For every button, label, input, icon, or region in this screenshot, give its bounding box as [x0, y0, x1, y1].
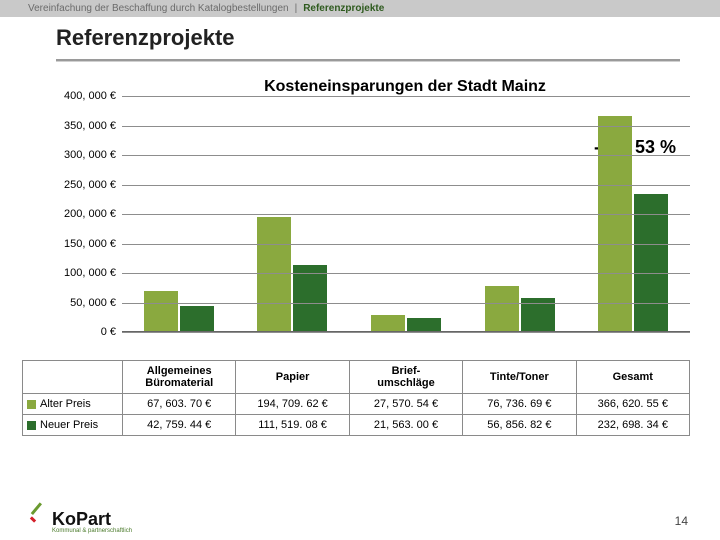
table-row-header: Neuer Preis — [23, 415, 123, 436]
table-cell: 111, 519. 08 € — [236, 415, 349, 436]
ytick-label: 350, 000 € — [22, 120, 122, 132]
chart: 0 € 50, 000 € 100, 000 € 150, 000 € 200, 000… — [22, 96, 690, 356]
table-cell: 76, 736. 69 € — [463, 394, 576, 415]
logo-text: KoPart — [52, 509, 111, 530]
slide: Vereinfachung der Beschaffung durch Kata… — [0, 0, 720, 540]
ytick-label: 150, 000 € — [22, 238, 122, 250]
logo-check-icon — [28, 510, 48, 530]
logo-subtitle: Kommunal & partnerschaftlich — [52, 528, 132, 534]
legend-swatch — [27, 421, 36, 430]
gridline — [122, 126, 690, 127]
bar — [407, 318, 441, 331]
table-col-header: Papier — [236, 361, 349, 394]
table-cell: 366, 620. 55 € — [576, 394, 689, 415]
bar — [293, 265, 327, 331]
gridline — [122, 303, 690, 304]
series-name: Alter Preis — [40, 398, 91, 410]
gridline — [122, 96, 690, 97]
table-col-header: Gesamt — [576, 361, 689, 394]
ytick-label: 50, 000 € — [22, 297, 122, 309]
table-corner — [23, 361, 123, 394]
breadcrumb: Vereinfachung der Beschaffung durch Kata… — [0, 0, 720, 17]
table-row: Alter Preis 67, 603. 70 €194, 709. 62 €27… — [23, 394, 690, 415]
ytick-label: 250, 000 € — [22, 179, 122, 191]
table-cell: 67, 603. 70 € — [123, 394, 236, 415]
ytick-label: 0 € — [22, 326, 122, 338]
page-number: 14 — [675, 514, 688, 528]
gridline — [122, 155, 690, 156]
table-row-header: Alter Preis — [23, 394, 123, 415]
gridline — [122, 244, 690, 245]
bar — [180, 306, 214, 331]
table-col-header: Brief- umschläge — [349, 361, 462, 394]
ytick-label: 300, 000 € — [22, 149, 122, 161]
gridline — [122, 273, 690, 274]
bar — [144, 291, 178, 331]
ytick-label: 400, 000 € — [22, 90, 122, 102]
title-subrule — [56, 61, 680, 62]
table-cell: 194, 709. 62 € — [236, 394, 349, 415]
ytick-label: 100, 000 € — [22, 267, 122, 279]
logo: KoPart — [28, 509, 111, 530]
ytick-label: 200, 000 € — [22, 208, 122, 220]
table-header-row: Allgemeines BüromaterialPapierBrief- ums… — [23, 361, 690, 394]
table-cell: 42, 759. 44 € — [123, 415, 236, 436]
table-row: Neuer Preis 42, 759. 44 €111, 519. 08 €21… — [23, 415, 690, 436]
series-name: Neuer Preis — [40, 419, 98, 431]
breadcrumb-sep: | — [295, 3, 298, 14]
breadcrumb-current: Referenzprojekte — [303, 3, 384, 14]
chart-title: Kosteneinsparungen der Stadt Mainz — [120, 78, 690, 96]
gridline — [122, 185, 690, 186]
breadcrumb-path: Vereinfachung der Beschaffung durch Kata… — [28, 3, 289, 14]
bar — [485, 286, 519, 331]
table-col-header: Allgemeines Büromaterial — [123, 361, 236, 394]
table-cell: 56, 856. 82 € — [463, 415, 576, 436]
bar — [371, 315, 405, 331]
data-table: Allgemeines BüromaterialPapierBrief- ums… — [22, 360, 690, 436]
table-cell: 27, 570. 54 € — [349, 394, 462, 415]
gridline — [122, 214, 690, 215]
table-cell: 232, 698. 34 € — [576, 415, 689, 436]
table-cell: 21, 563. 00 € — [349, 415, 462, 436]
legend-swatch — [27, 400, 36, 409]
bar — [598, 116, 632, 331]
gridline — [122, 332, 690, 333]
title-wrap: Referenzprojekte — [0, 17, 720, 55]
table-col-header: Tinte/Toner — [463, 361, 576, 394]
page-title: Referenzprojekte — [56, 25, 680, 51]
